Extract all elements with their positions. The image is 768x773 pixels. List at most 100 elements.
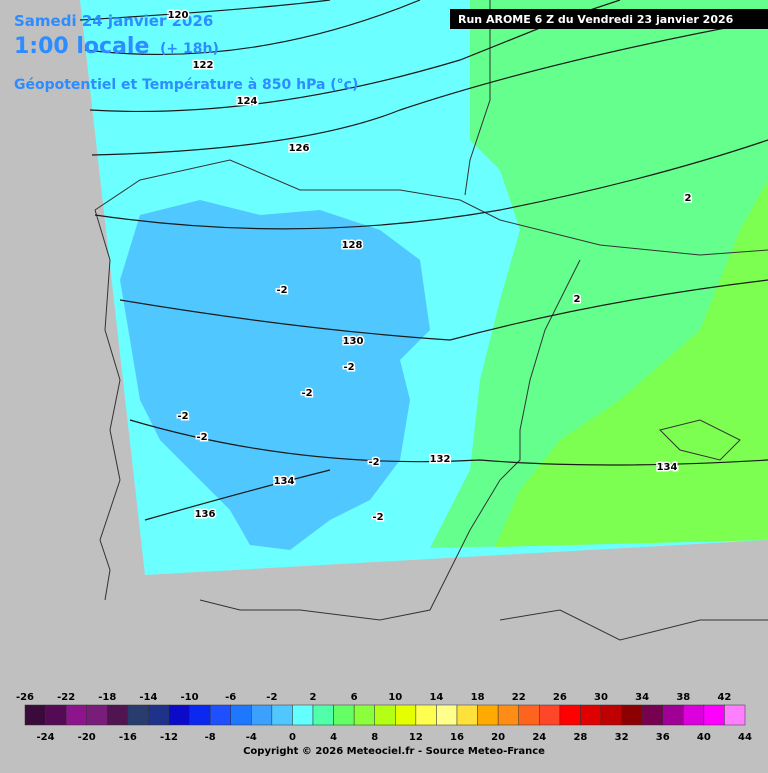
scale-cell: [477, 704, 499, 726]
scale-label: -20: [78, 732, 96, 743]
scale-cell: [24, 704, 46, 726]
contour-label: -2: [343, 362, 354, 373]
scale-cell: [395, 704, 417, 726]
scale-cell: [107, 704, 129, 726]
color-scale: -26 -22 -18 -14 -10 -6 -2 2 6 10 14 18 22 26 30 34 38 42-…: [16, 692, 752, 743]
scale-label: 28: [573, 732, 587, 743]
scale-cell: [127, 704, 149, 726]
scale-cell: [251, 704, 273, 726]
scale-label: 36: [656, 732, 670, 743]
time: 1:00 locale: [14, 34, 149, 59]
scale-label: -10: [181, 692, 199, 703]
scale-label: -22: [57, 692, 75, 703]
scale-cell: [45, 704, 67, 726]
scale-label: 40: [697, 732, 711, 743]
scale-cell: [683, 704, 705, 726]
contour-label: -2: [177, 411, 188, 422]
scale-label: 38: [676, 692, 690, 703]
scale-cell: [189, 704, 211, 726]
scale-label: 20: [491, 732, 505, 743]
scale-cell: [621, 704, 643, 726]
copyright: Copyright © 2026 Meteociel.fr - Source M…: [243, 746, 545, 757]
scale-cell: [148, 704, 170, 726]
scale-cell: [518, 704, 540, 726]
scale-label: -18: [98, 692, 116, 703]
contour-label: 134: [274, 476, 295, 487]
scale-cell: [65, 704, 87, 726]
cold-zone: [120, 200, 430, 550]
contour-label: 2: [574, 294, 581, 305]
contour-label: 122: [193, 60, 214, 71]
contour-label: 124: [237, 96, 258, 107]
date: Samedi 24 janvier 2026: [14, 12, 213, 30]
scale-label: 16: [450, 732, 464, 743]
scale-cell: [600, 704, 622, 726]
contour-label: 126: [289, 143, 310, 154]
contour-label: -2: [368, 457, 379, 468]
scale-label: 26: [553, 692, 567, 703]
scale-label: 8: [371, 732, 378, 743]
scale-label: -4: [246, 732, 257, 743]
run-info: Run AROME 6 Z du Vendredi 23 janvier 202…: [458, 13, 734, 26]
contour-label: 134: [657, 462, 678, 473]
scale-label: -26: [16, 692, 34, 703]
field-title: Géopotentiel et Température à 850 hPa (°…: [14, 77, 358, 93]
scale-label: 44: [738, 732, 752, 743]
scale-label: -2: [266, 692, 277, 703]
lead-time: (+ 18h): [160, 41, 219, 57]
contour-label: 132: [430, 454, 451, 465]
scale-cell: [209, 704, 231, 726]
scale-cell: [86, 704, 108, 726]
geopotential-contours: [79, 0, 768, 521]
contour-label: -2: [276, 285, 287, 296]
scale-cell: [703, 704, 725, 726]
scale-cell: [271, 704, 293, 726]
coastlines: [94, 0, 768, 641]
scale-label: -6: [225, 692, 236, 703]
scale-label: -16: [119, 732, 137, 743]
scale-cell: [292, 704, 314, 726]
scale-cell: [559, 704, 581, 726]
scale-cell: [168, 704, 190, 726]
scale-cell: [333, 704, 355, 726]
scale-cell: [456, 704, 478, 726]
scale-cell: [497, 704, 519, 726]
scale-cell: [436, 704, 458, 726]
scale-label: 32: [615, 732, 629, 743]
contour-labels: 120 122 124 126 128 130 132 134 134 136 2 2 -2 -2 -2 -2…: [166, 9, 693, 525]
scale-label: 24: [532, 732, 546, 743]
scale-cell: [662, 704, 684, 726]
scale-label: -14: [139, 692, 157, 703]
scale-label: 4: [330, 732, 337, 743]
scale-cell: [641, 704, 663, 726]
scale-cell: [312, 704, 334, 726]
scale-label: 0: [289, 732, 296, 743]
scale-label: -12: [160, 732, 178, 743]
scale-label: 42: [717, 692, 731, 703]
contour-label: 136: [195, 509, 216, 520]
scale-cell: [724, 704, 746, 726]
scale-label: 6: [351, 692, 358, 703]
scale-cell: [539, 704, 561, 726]
scale-cell: [415, 704, 437, 726]
scale-label: 10: [388, 692, 402, 703]
contour-label: -2: [301, 388, 312, 399]
scale-cell: [374, 704, 396, 726]
run-box: [450, 9, 768, 29]
contour-label: -2: [196, 432, 207, 443]
contour-label: 130: [343, 336, 364, 347]
contour-label: 120: [168, 10, 189, 21]
scale-label: 34: [635, 692, 649, 703]
scale-label: -24: [37, 732, 55, 743]
scale-cell: [353, 704, 375, 726]
scale-label: 30: [594, 692, 608, 703]
contour-label: 2: [685, 193, 692, 204]
contour-label: 128: [342, 240, 363, 251]
scale-label: -8: [205, 732, 216, 743]
scale-label: 2: [310, 692, 317, 703]
scale-label: 18: [471, 692, 485, 703]
scale-cell: [230, 704, 252, 726]
scale-cell: [580, 704, 602, 726]
